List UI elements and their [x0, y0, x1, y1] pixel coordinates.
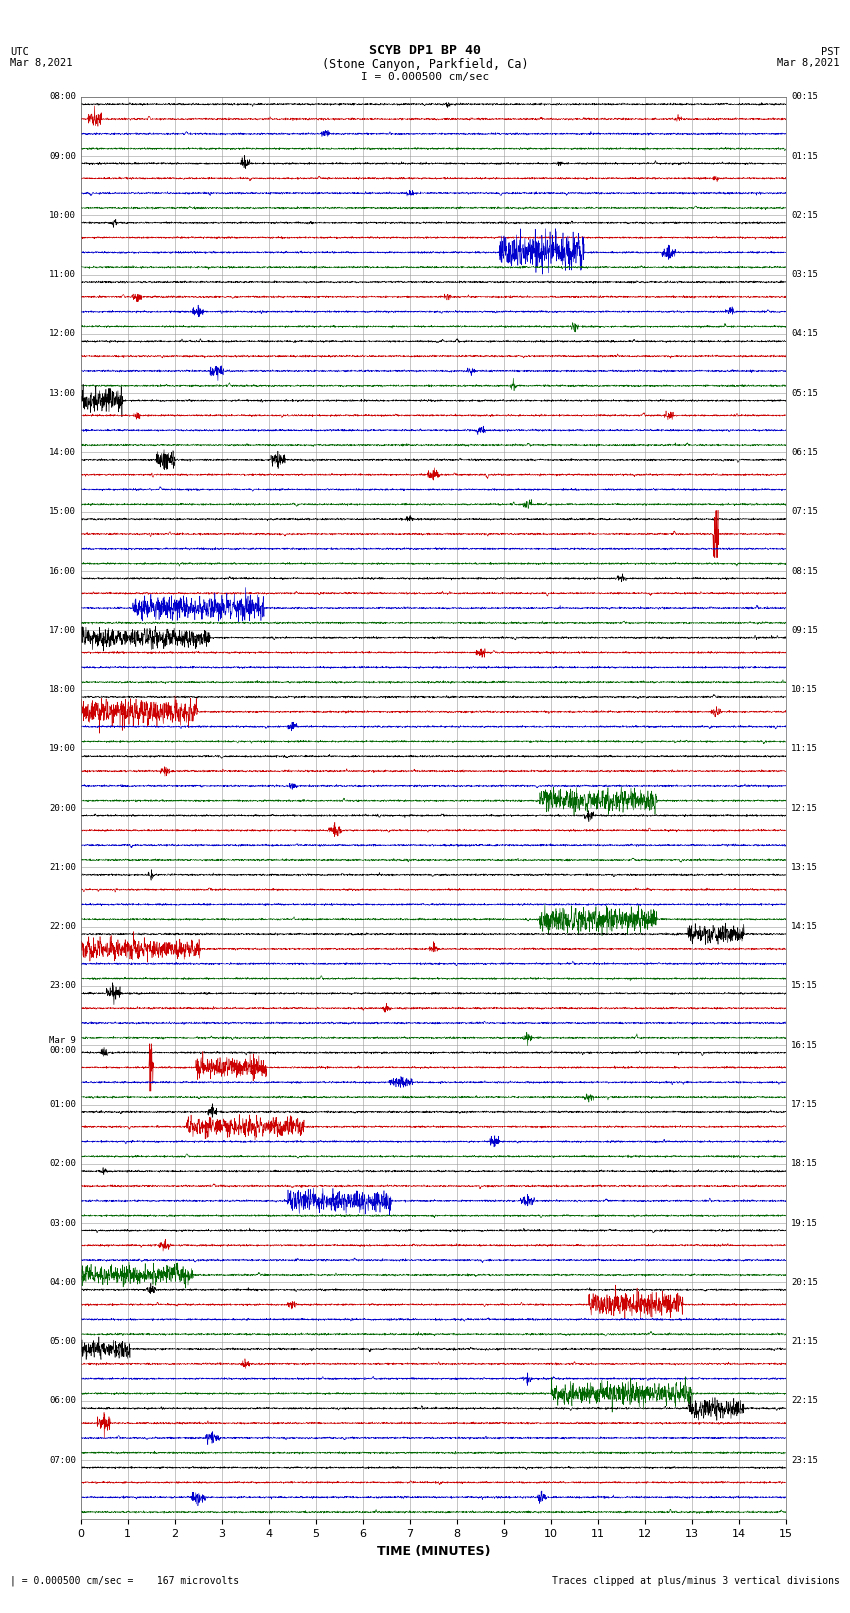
- Text: Mar 8,2021: Mar 8,2021: [10, 58, 73, 68]
- Text: I = 0.000500 cm/sec: I = 0.000500 cm/sec: [361, 73, 489, 82]
- Text: PST: PST: [821, 47, 840, 56]
- Text: Mar 8,2021: Mar 8,2021: [777, 58, 840, 68]
- Text: Traces clipped at plus/minus 3 vertical divisions: Traces clipped at plus/minus 3 vertical …: [552, 1576, 840, 1586]
- Text: UTC: UTC: [10, 47, 29, 56]
- X-axis label: TIME (MINUTES): TIME (MINUTES): [377, 1545, 490, 1558]
- Text: | = 0.000500 cm/sec =    167 microvolts: | = 0.000500 cm/sec = 167 microvolts: [10, 1576, 240, 1586]
- Text: SCYB DP1 BP 40: SCYB DP1 BP 40: [369, 44, 481, 58]
- Text: (Stone Canyon, Parkfield, Ca): (Stone Canyon, Parkfield, Ca): [321, 58, 529, 71]
